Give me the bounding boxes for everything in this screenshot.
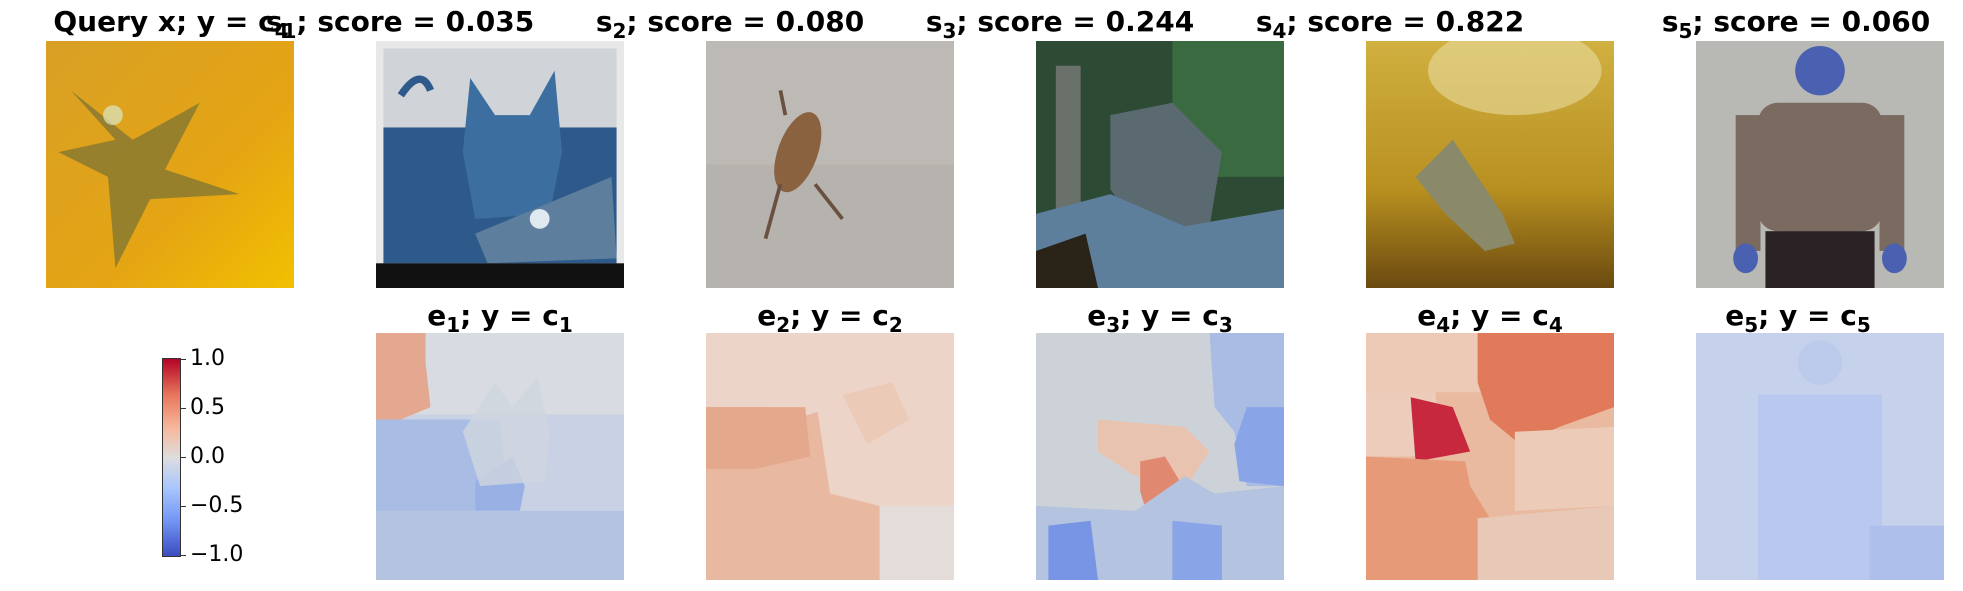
colorbar-tick-2 (180, 408, 186, 409)
sample-5-symbol: s (1661, 5, 1679, 38)
sample-3-symbol: s (925, 5, 943, 38)
sample-1-subscript: 1 (282, 19, 297, 43)
sample-3-score: ; score = 0.244 (956, 5, 1195, 38)
explanation-3-class: ; y = c (1120, 299, 1219, 332)
explanation-5-title: e5; y = c5 (1633, 299, 1963, 338)
explanation-4-class: ; y = c (1450, 299, 1549, 332)
explanation-1-class-subscript: 1 (558, 313, 573, 337)
explanation-5-subscript: 5 (1744, 313, 1759, 337)
query-title-subscript: 4 (274, 19, 289, 43)
explanation-5-class-subscript: 5 (1856, 313, 1871, 337)
explanation-5-class: ; y = c (1758, 299, 1857, 332)
explanation-1-symbol: e (427, 299, 447, 332)
explanation-2-heatmap (706, 333, 954, 580)
sample-4-title: s4; score = 0.822 (1225, 5, 1555, 44)
explanation-3-heatmap (1036, 333, 1284, 580)
explanation-1-heatmap (376, 333, 624, 580)
explanation-3-symbol: e (1087, 299, 1107, 332)
sample-4-image (1366, 41, 1614, 288)
explanation-3-subscript: 3 (1106, 313, 1121, 337)
explanation-1-title: e1; y = c1 (335, 299, 665, 338)
sample-3-image (1036, 41, 1284, 288)
colorbar-tick-1 (180, 359, 186, 360)
explanation-3-title: e3; y = c3 (995, 299, 1325, 338)
explanation-5-symbol: e (1725, 299, 1745, 332)
sample-2-subscript: 2 (612, 19, 627, 43)
sample-2-symbol: s (595, 5, 613, 38)
sample-4-subscript: 4 (1272, 19, 1287, 43)
sample-5-image (1696, 41, 1944, 288)
colorbar-tick-label: 1.0 (190, 346, 225, 371)
explanation-2-symbol: e (757, 299, 777, 332)
sample-2-image (706, 41, 954, 288)
explanation-4-class-subscript: 4 (1548, 313, 1563, 337)
explanation-3-class-subscript: 3 (1218, 313, 1233, 337)
explanation-2-title: e2; y = c2 (665, 299, 995, 338)
sample-5-title: s5; score = 0.060 (1631, 5, 1961, 44)
colorbar-tick-5 (180, 555, 186, 556)
explanation-2-subscript: 2 (776, 313, 791, 337)
sample-3-subscript: 3 (942, 19, 957, 43)
sample-1-title: s1; score = 0.035 (235, 5, 565, 44)
sample-5-score: ; score = 0.060 (1692, 5, 1931, 38)
explanation-2-class-subscript: 2 (888, 313, 903, 337)
sample-4-symbol: s (1255, 5, 1273, 38)
colorbar-tick-label: 0.0 (190, 444, 225, 469)
query-title-text: Query x; y = c (53, 5, 275, 38)
explanation-1-subscript: 1 (446, 313, 461, 337)
sample-4-score: ; score = 0.822 (1286, 5, 1525, 38)
query-title: Query x; y = c4 (6, 5, 336, 44)
explanation-4-title: e4; y = c4 (1325, 299, 1655, 338)
explanation-4-heatmap (1366, 333, 1614, 580)
colorbar-tick-3 (180, 457, 186, 458)
sample-1-symbol: s (265, 5, 283, 38)
explanation-5-heatmap (1696, 333, 1944, 580)
explanation-1-class: ; y = c (460, 299, 559, 332)
colorbar (162, 358, 181, 557)
explanation-4-subscript: 4 (1436, 313, 1451, 337)
sample-5-subscript: 5 (1678, 19, 1693, 43)
sample-2-title: s2; score = 0.080 (565, 5, 895, 44)
sample-3-title: s3; score = 0.244 (895, 5, 1225, 44)
colorbar-tick-4 (180, 506, 186, 507)
sample-1-image (376, 41, 624, 288)
colorbar-tick-label: −0.5 (190, 493, 244, 518)
colorbar-tick-label: −1.0 (190, 542, 244, 567)
sample-1-score: ; score = 0.035 (296, 5, 535, 38)
query-image (46, 41, 294, 288)
explanation-4-symbol: e (1417, 299, 1437, 332)
explanation-2-class: ; y = c (790, 299, 889, 332)
sample-2-score: ; score = 0.080 (626, 5, 865, 38)
colorbar-tick-label: 0.5 (190, 395, 225, 420)
